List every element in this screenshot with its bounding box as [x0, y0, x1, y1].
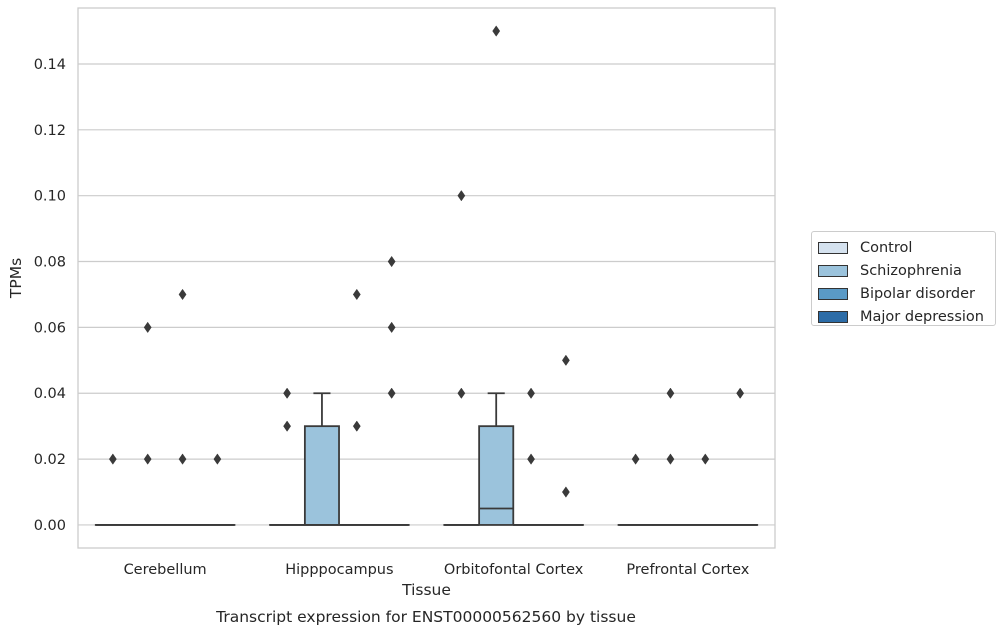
- outlier-point: [457, 387, 466, 399]
- y-axis-label: TPMs: [7, 258, 25, 299]
- x-axis-label: Tissue: [401, 581, 451, 599]
- outlier-point: [108, 453, 117, 465]
- legend-label: Schizophrenia: [860, 262, 962, 279]
- y-tick-label: 0.02: [34, 452, 66, 468]
- outlier-point: [457, 190, 466, 202]
- box-schizophrenia: [303, 425, 340, 526]
- x-tick-label: Hipppocampus: [285, 562, 393, 578]
- y-tick-label: 0.04: [34, 386, 66, 402]
- outlier-point: [527, 387, 535, 399]
- legend-swatch: [818, 264, 848, 277]
- legend-swatch: [818, 287, 848, 300]
- legend-swatch: [818, 241, 848, 254]
- x-axis-ticks: Cerebellum Hipppocampus Orbitofontal Corte…: [124, 562, 750, 578]
- outlier-point: [666, 387, 675, 399]
- outlier-point: [701, 453, 710, 465]
- outlier-point: [352, 420, 361, 432]
- outlier-point: [143, 453, 152, 465]
- x-tick-label: Cerebellum: [124, 562, 207, 578]
- outlier-point: [352, 288, 361, 301]
- legend-swatch: [818, 310, 848, 323]
- y-tick-label: 0.14: [34, 57, 66, 73]
- outlier-point: [178, 453, 187, 465]
- x-tick-label: Orbitofontal Cortex: [444, 562, 584, 578]
- y-tick-label: 0.08: [34, 255, 66, 271]
- box-plot-marks: [94, 25, 759, 526]
- y-tick-label: 0.10: [34, 189, 66, 205]
- outlier-point: [561, 354, 570, 366]
- legend-label: Control: [860, 239, 913, 256]
- outlier-point: [527, 453, 535, 465]
- outlier-point: [666, 453, 675, 465]
- legend-label: Major depression: [860, 308, 984, 325]
- y-tick-label: 0.00: [34, 518, 66, 534]
- legend-item: Control: [818, 236, 995, 259]
- outlier-point: [213, 453, 222, 465]
- x-tick-label: Prefrontal Cortex: [626, 562, 749, 578]
- outlier-point: [387, 321, 396, 334]
- legend-item: Major depression: [818, 305, 995, 328]
- plot-area-frame: [77, 7, 776, 549]
- outlier-point: [143, 321, 152, 334]
- y-axis-ticks: 0.00 0.02 0.04 0.06 0.08 0.10 0.12 0.14: [34, 57, 66, 534]
- outlier-point: [283, 420, 292, 432]
- outlier-point: [387, 387, 396, 399]
- outlier-point: [631, 453, 640, 465]
- gridlines: [78, 63, 775, 526]
- outlier-point: [561, 486, 570, 498]
- outlier-point: [283, 387, 292, 399]
- legend: Control Schizophrenia Bipolar disorder Majo…: [811, 231, 996, 326]
- outlier-point: [492, 25, 501, 37]
- y-tick-label: 0.12: [34, 123, 66, 139]
- outlier-point: [387, 255, 396, 268]
- legend-item: Schizophrenia: [818, 259, 995, 282]
- chart-caption: Transcript expression for ENST0000056256…: [215, 608, 636, 626]
- outlier-point: [736, 387, 745, 399]
- outlier-point: [178, 288, 187, 301]
- box-schizophrenia: [478, 425, 515, 526]
- y-tick-label: 0.06: [34, 320, 66, 336]
- legend-item: Bipolar disorder: [818, 282, 995, 305]
- legend-label: Bipolar disorder: [860, 285, 975, 302]
